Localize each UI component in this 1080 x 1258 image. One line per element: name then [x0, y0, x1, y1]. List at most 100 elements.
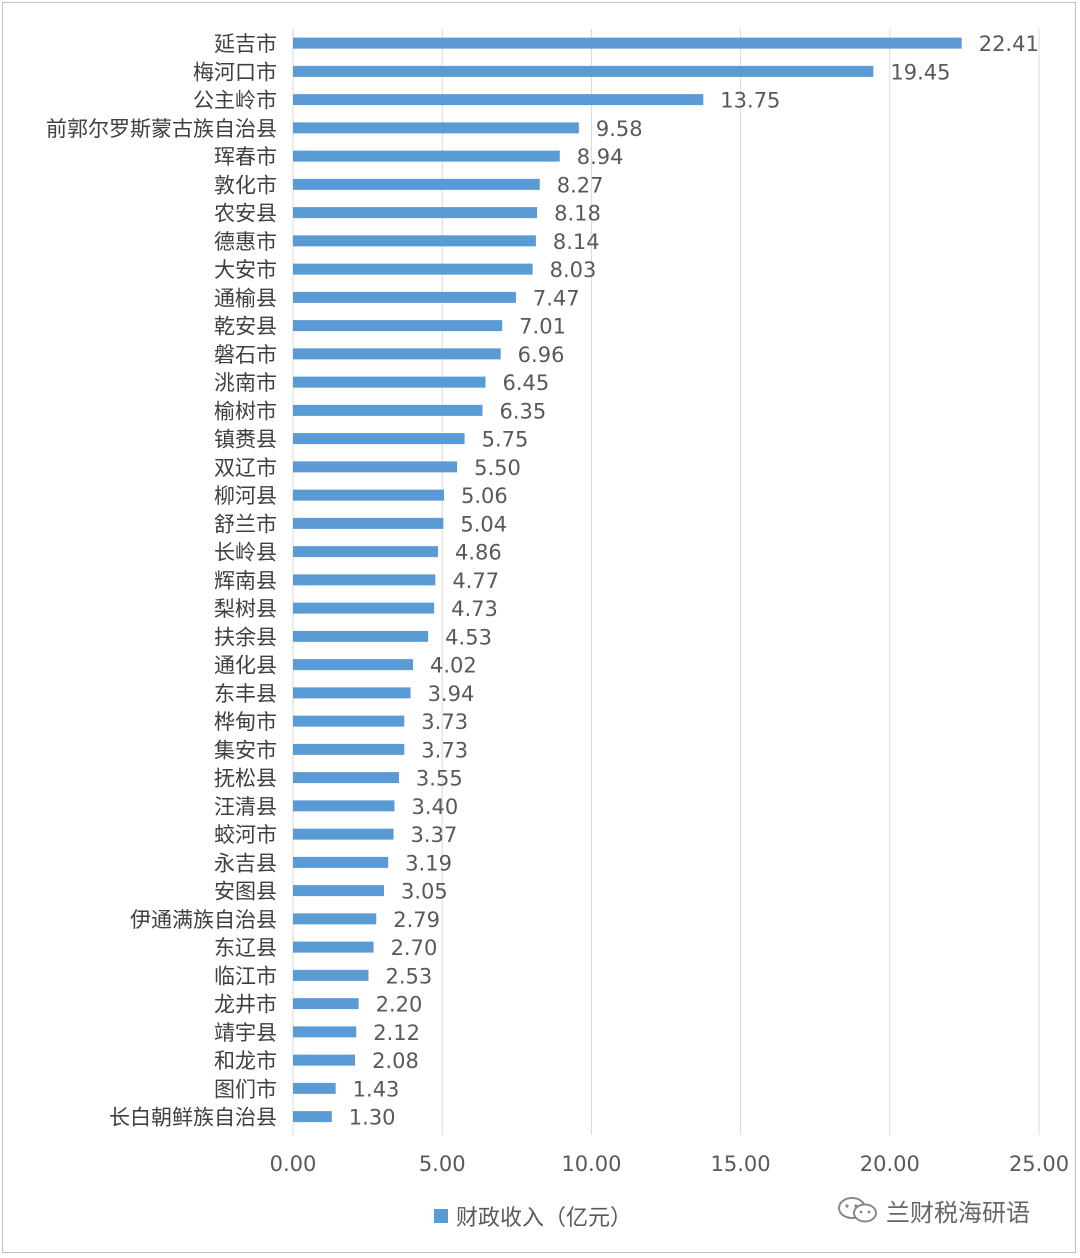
category-label: 通榆县: [214, 286, 277, 310]
data-label: 6.35: [499, 399, 546, 423]
bar: [293, 291, 516, 303]
category-label: 安图县: [214, 880, 277, 904]
data-label: 2.53: [385, 964, 432, 988]
x-tick-label: 10.00: [561, 1152, 621, 1176]
bar: [293, 37, 962, 49]
category-label: 长岭县: [214, 541, 277, 565]
category-label: 洮南市: [214, 371, 277, 395]
category-label: 磐石市: [214, 343, 277, 367]
data-label: 1.43: [353, 1077, 400, 1101]
category-label: 大安市: [214, 258, 277, 282]
watermark: 兰财税海研语: [836, 1192, 1030, 1228]
bar: [293, 404, 483, 416]
data-label: 3.73: [421, 738, 468, 762]
data-label: 19.45: [890, 60, 950, 84]
bar: [293, 150, 560, 162]
bar: [293, 122, 579, 134]
bar: [293, 489, 444, 501]
category-label: 蛟河市: [214, 823, 277, 847]
data-label: 5.06: [461, 484, 508, 508]
category-label: 长白朝鲜族自治县: [109, 1106, 277, 1130]
bar: [293, 715, 405, 727]
data-label: 2.08: [372, 1049, 419, 1073]
category-label: 珲春市: [214, 145, 277, 169]
data-label: 2.20: [376, 993, 423, 1017]
bar: [293, 800, 395, 812]
bar: [293, 969, 369, 981]
category-label: 汪清县: [214, 795, 277, 819]
category-label: 抚松县: [214, 767, 277, 791]
data-label: 8.14: [553, 230, 600, 254]
category-label: 柳河县: [214, 484, 277, 508]
category-label: 榆树市: [214, 399, 277, 423]
data-label: 9.58: [596, 117, 643, 141]
category-label: 和龙市: [214, 1049, 277, 1073]
category-label: 乾安县: [214, 315, 277, 339]
bar: [293, 433, 465, 445]
bar: [293, 998, 359, 1010]
data-label: 8.03: [550, 258, 597, 282]
category-label: 集安市: [214, 738, 277, 762]
data-label: 3.37: [411, 823, 458, 847]
bar: [293, 94, 704, 106]
category-label: 德惠市: [214, 230, 277, 254]
category-label: 通化县: [214, 654, 277, 678]
data-label: 8.94: [577, 145, 624, 169]
data-label: 5.50: [474, 456, 521, 480]
data-label: 3.40: [411, 795, 458, 819]
data-label: 4.53: [445, 625, 492, 649]
data-label: 4.86: [455, 541, 502, 565]
data-label: 6.96: [518, 343, 565, 367]
bar: [293, 376, 486, 388]
bar: [293, 207, 538, 219]
category-label: 梨树县: [214, 597, 277, 621]
data-label: 5.75: [482, 428, 529, 452]
data-label: 4.02: [430, 654, 477, 678]
legend-swatch: [434, 1209, 448, 1223]
bar: [293, 772, 399, 784]
x-tick-label: 20.00: [860, 1152, 920, 1176]
bar: [293, 320, 503, 332]
data-label: 3.19: [405, 851, 452, 875]
category-label: 图们市: [214, 1077, 277, 1101]
category-label: 双辽市: [214, 456, 277, 480]
bar: [293, 941, 374, 953]
category-label: 扶余县: [214, 625, 277, 649]
bar: [293, 602, 435, 614]
bar: [293, 659, 413, 671]
bar: [293, 828, 394, 840]
x-tick-label: 25.00: [1009, 1152, 1069, 1176]
bar: [293, 1111, 332, 1123]
category-label: 农安县: [214, 202, 277, 226]
bar: [293, 1082, 336, 1094]
bar: [293, 1054, 356, 1066]
data-label: 8.18: [554, 202, 601, 226]
data-label: 2.12: [373, 1021, 420, 1045]
category-label: 辉南县: [214, 569, 277, 593]
category-label: 梅河口市: [193, 60, 277, 84]
bar: [293, 885, 385, 897]
category-label: 永吉县: [214, 851, 277, 875]
bar: [293, 856, 389, 868]
bar: [293, 461, 458, 473]
bar: [293, 913, 377, 925]
watermark-text: 兰财税海研语: [886, 1198, 1030, 1227]
data-label: 3.05: [401, 880, 448, 904]
data-label: 1.30: [349, 1106, 396, 1130]
wechat-icon: [838, 1197, 877, 1223]
legend: 财政收入（亿元）: [434, 1200, 632, 1232]
bar: [293, 743, 405, 755]
data-label: 2.70: [391, 936, 438, 960]
bar: [293, 178, 540, 190]
bar: [293, 517, 444, 529]
category-label: 临江市: [214, 964, 277, 988]
data-label: 4.73: [451, 597, 498, 621]
bar: [293, 235, 536, 247]
data-label: 8.27: [557, 173, 604, 197]
data-label: 5.04: [460, 512, 507, 536]
legend-label: 财政收入（亿元）: [456, 1206, 633, 1231]
bar: [293, 263, 533, 275]
x-tick-label: 0.00: [270, 1152, 317, 1176]
category-label: 伊通满族自治县: [130, 908, 277, 932]
